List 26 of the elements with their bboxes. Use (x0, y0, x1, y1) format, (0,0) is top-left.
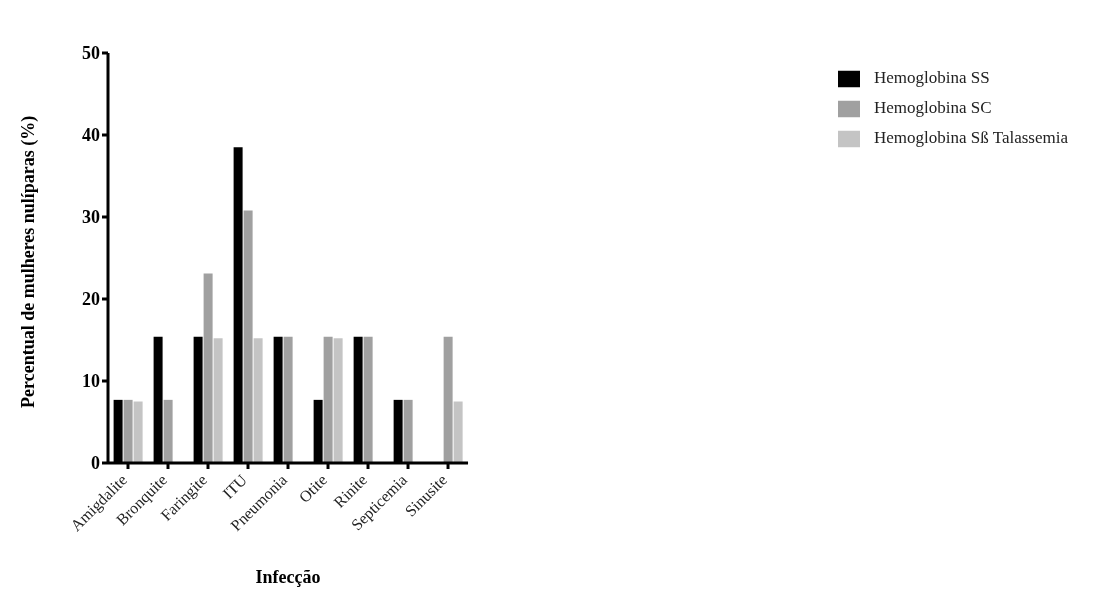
bar (203, 273, 213, 463)
bar (213, 338, 223, 463)
y-tick-label: 10 (82, 371, 100, 392)
bar (443, 336, 453, 463)
bar (163, 399, 173, 463)
legend-label: Hemoglobina Sß Talassemia (874, 128, 1068, 147)
bar (283, 336, 293, 463)
bar (243, 210, 253, 463)
bar (333, 338, 343, 463)
legend-label: Hemoglobina SC (874, 98, 992, 117)
bar (133, 401, 143, 463)
bar (403, 399, 413, 463)
y-tick-label: 40 (82, 125, 100, 146)
y-tick-label: 30 (82, 207, 100, 228)
bar (323, 336, 333, 463)
bar (253, 338, 263, 463)
legend-label: Hemoglobina SS (874, 68, 990, 87)
bar (453, 401, 463, 463)
bar (363, 336, 373, 463)
y-tick-label: 20 (82, 289, 100, 310)
y-tick-label: 50 (82, 43, 100, 64)
y-axis-title: Percentual de mulheres nulíparas (%) (18, 115, 40, 408)
x-tick-label: Otite (295, 471, 331, 506)
y-tick-label: 0 (91, 453, 100, 474)
x-axis-title: Infecção (255, 567, 321, 587)
bar (123, 399, 133, 463)
